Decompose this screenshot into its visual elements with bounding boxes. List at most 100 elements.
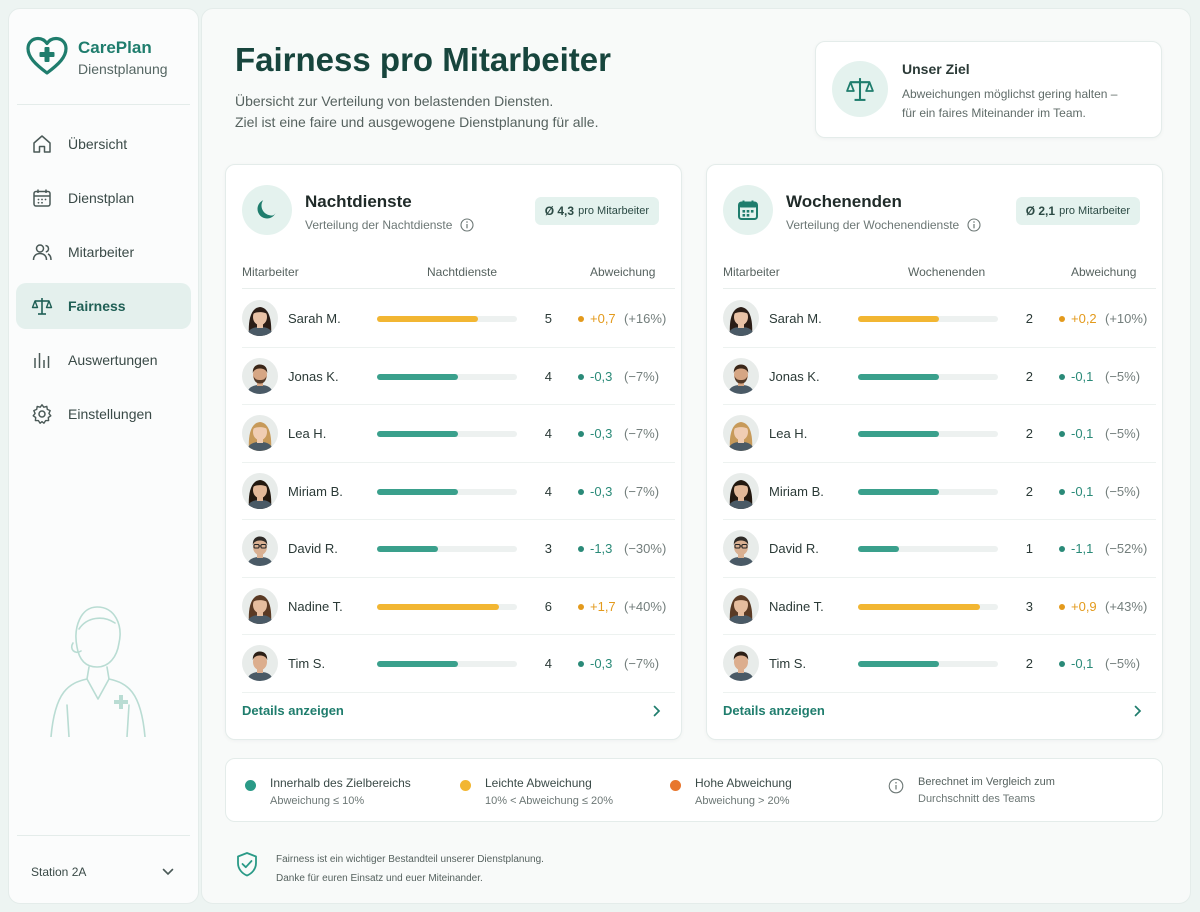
footer-note: Fairness ist ein wichtiger Bestandteil u… — [235, 851, 544, 888]
bar-track — [858, 603, 998, 610]
bar-fill — [377, 373, 459, 380]
deviation-value: -0,1 — [1071, 426, 1094, 441]
shift-count: 1 — [1025, 541, 1033, 556]
employee-name: Tim S. — [769, 656, 807, 671]
deviation-value: -1,1 — [1071, 541, 1094, 556]
sidebar-item-einstellungen[interactable]: Einstellungen — [16, 391, 191, 437]
legend-sub: Abweichung > 20% — [695, 795, 790, 807]
table-row[interactable]: Jonas K. 4 -0,3 (−7%) — [242, 348, 675, 405]
bar-fill — [377, 603, 499, 610]
employee-name: Jonas K. — [288, 368, 339, 384]
status-dot — [1059, 661, 1065, 667]
status-dot — [578, 316, 584, 322]
shift-count: 4 — [544, 656, 552, 671]
goal-text: Abweichungen möglichst gering halten – f… — [902, 85, 1142, 123]
legend-sub: Abweichung ≤ 10% — [270, 795, 365, 807]
table-row[interactable]: Sarah M. 2 +0,2 (+10%) — [723, 290, 1156, 348]
column-header-metric: Wochenenden — [908, 265, 986, 279]
table-row[interactable]: Miriam B. 4 -0,3 (−7%) — [242, 463, 675, 520]
bar-fill — [377, 661, 459, 667]
calendar-icon — [723, 185, 773, 235]
table-header: Mitarbeiter Wochenenden Abweichung — [723, 265, 1156, 289]
employee-name: Lea H. — [769, 426, 808, 441]
heart-cross-icon — [26, 36, 68, 75]
bar-track — [377, 603, 517, 610]
scale-icon — [31, 298, 53, 315]
bar-track — [858, 316, 998, 322]
status-dot — [578, 373, 584, 380]
table-row[interactable]: Tim S. 2 -0,1 (−5%) — [723, 635, 1156, 693]
legend-title: Innerhalb des Zielbereichs — [270, 776, 411, 790]
shield-check-icon — [237, 852, 257, 877]
nurse-illustration — [50, 606, 146, 737]
station-label: Station 2A — [31, 865, 87, 879]
station-selector[interactable]: Station 2A — [17, 847, 190, 897]
status-dot — [578, 431, 584, 437]
info-icon — [888, 778, 904, 794]
brand-logo[interactable]: CarePlan Dienstplanung — [25, 35, 168, 77]
deviation-value: -0,1 — [1071, 368, 1094, 384]
table-row[interactable]: Lea H. 2 -0,1 (−5%) — [723, 405, 1156, 463]
details-link[interactable]: Details anzeigen — [242, 703, 661, 718]
sidebar-item-dienstplan[interactable]: Dienstplan — [16, 175, 191, 221]
table-row[interactable]: David R. 1 -1,1 (−52%) — [723, 520, 1156, 578]
sidebar-item-label: Auswertungen — [68, 352, 158, 368]
info-icon[interactable] — [460, 218, 474, 232]
bar-fill — [858, 373, 940, 380]
sidebar-item-auswertungen[interactable]: Auswertungen — [16, 337, 191, 383]
deviation-percent: (−7%) — [624, 656, 660, 671]
bar-track — [858, 431, 998, 437]
bar-track — [377, 373, 517, 380]
avatar — [723, 472, 759, 509]
avatar — [242, 357, 278, 394]
table-row[interactable]: Nadine T. 6 +1,7 (+40%) — [242, 578, 675, 635]
bar-fill — [858, 661, 940, 667]
average-value: Ø 2,1 — [1025, 204, 1056, 218]
night-shifts-card: Nachtdienste Verteilung der Nachtdienste… — [225, 164, 682, 740]
deviation-percent: (+43%) — [1105, 598, 1148, 614]
details-label: Details anzeigen — [242, 703, 344, 718]
status-dot — [1059, 603, 1065, 610]
sidebar-item-mitarbeiter[interactable]: Mitarbeiter — [16, 229, 191, 275]
table-row[interactable]: Miriam B. 2 -0,1 (−5%) — [723, 463, 1156, 520]
info-icon[interactable] — [967, 218, 981, 232]
deviation-value: -0,1 — [1071, 656, 1094, 671]
details-link[interactable]: Details anzeigen — [723, 703, 1142, 718]
column-header-employee: Mitarbeiter — [242, 265, 299, 279]
legend-dot — [670, 780, 681, 791]
deviation-value: -0,3 — [590, 426, 613, 441]
bar-track — [377, 316, 517, 322]
employee-name: Miriam B. — [288, 483, 343, 499]
table-row[interactable]: David R. 3 -1,3 (−30%) — [242, 520, 675, 578]
bar-fill — [858, 431, 940, 437]
sidebar-divider — [17, 104, 190, 105]
goal-card: Unser Ziel Abweichungen möglichst gering… — [815, 41, 1162, 138]
employee-name: Nadine T. — [769, 598, 824, 614]
avatar — [723, 530, 759, 566]
goal-title: Unser Ziel — [902, 61, 970, 77]
table-row[interactable]: Jonas K. 2 -0,1 (−5%) — [723, 348, 1156, 405]
employee-name: Lea H. — [288, 426, 327, 441]
employee-name: Tim S. — [288, 656, 326, 671]
table-row[interactable]: Tim S. 4 -0,3 (−7%) — [242, 635, 675, 693]
shift-count: 4 — [544, 426, 552, 441]
bar-track — [858, 546, 998, 552]
bar-track — [858, 488, 998, 495]
users-icon — [32, 244, 52, 261]
chevron-right-icon — [1134, 705, 1142, 716]
sidebar-item-uebersicht[interactable]: Übersicht — [16, 121, 191, 167]
sidebar-item-label: Einstellungen — [68, 406, 153, 422]
home-icon — [33, 135, 51, 153]
legend-dot — [245, 780, 256, 791]
bar-fill — [377, 431, 459, 437]
legend-item-slight: Leichte Abweichung 10% < Abweichung ≤ 20… — [460, 776, 613, 807]
card-subtitle: Verteilung der Nachtdienste — [305, 218, 474, 232]
table-row[interactable]: Lea H. 4 -0,3 (−7%) — [242, 405, 675, 463]
sidebar-nav: Übersicht Dienstplan Mitarbeiter Fairnes… — [16, 121, 191, 445]
table-row[interactable]: Nadine T. 3 +0,9 (+43%) — [723, 578, 1156, 635]
table-row[interactable]: Sarah M. 5 +0,7 (+16%) — [242, 290, 675, 348]
moon-icon — [242, 185, 292, 235]
column-header-employee: Mitarbeiter — [723, 265, 780, 279]
legend-sub: Durchschnitt des Teams — [918, 793, 1036, 805]
sidebar-item-fairness[interactable]: Fairness — [16, 283, 191, 329]
